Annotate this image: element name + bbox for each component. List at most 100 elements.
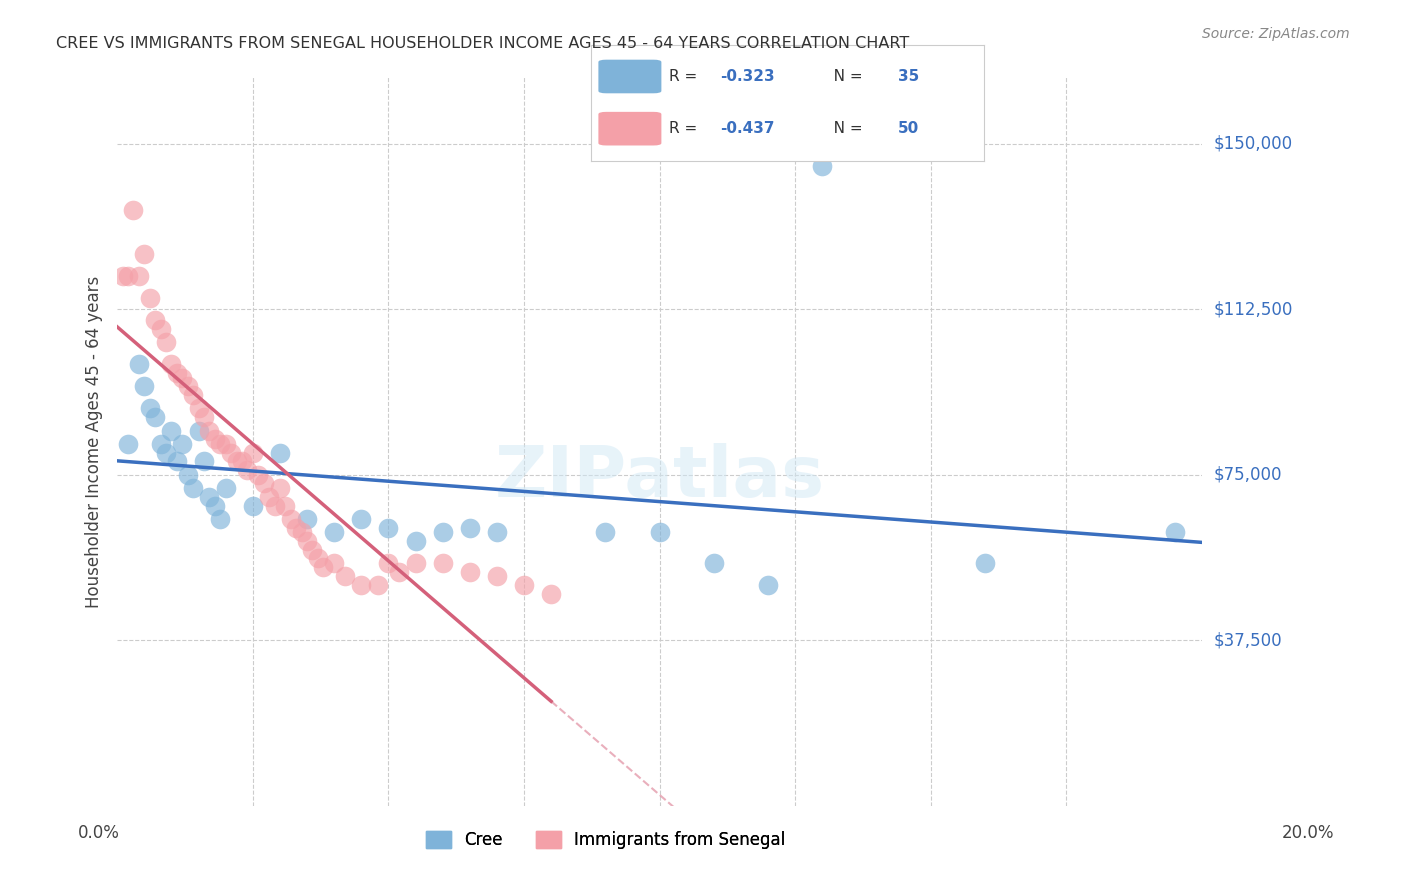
Text: 50: 50 <box>897 121 920 136</box>
Point <box>149 436 172 450</box>
Point <box>155 445 177 459</box>
Point <box>172 436 194 450</box>
Point <box>323 556 346 570</box>
Point <box>432 556 454 570</box>
Point <box>181 388 204 402</box>
Point <box>269 481 291 495</box>
Point <box>128 268 150 283</box>
Point <box>458 520 481 534</box>
Point <box>285 520 308 534</box>
Text: N =: N = <box>818 69 868 84</box>
Text: $112,500: $112,500 <box>1213 300 1292 318</box>
Legend: Cree, Immigrants from Senegal: Cree, Immigrants from Senegal <box>419 824 792 855</box>
Point <box>166 454 188 468</box>
Point <box>143 410 166 425</box>
Point <box>177 467 200 482</box>
Point <box>242 499 264 513</box>
Text: -0.323: -0.323 <box>720 69 775 84</box>
Point <box>257 490 280 504</box>
Text: ZIPatlas: ZIPatlas <box>495 443 825 512</box>
Point <box>204 433 226 447</box>
Point <box>350 512 373 526</box>
Point <box>122 202 145 217</box>
Point <box>253 476 276 491</box>
Point <box>181 481 204 495</box>
Text: R =: R = <box>669 121 703 136</box>
Text: R =: R = <box>669 69 703 84</box>
Point <box>295 512 318 526</box>
Point <box>1164 524 1187 539</box>
Point <box>405 556 427 570</box>
Point <box>134 247 156 261</box>
Point <box>215 436 238 450</box>
Text: 0.0%: 0.0% <box>77 824 120 842</box>
Point <box>350 578 373 592</box>
Point <box>231 454 253 468</box>
Point <box>111 268 134 283</box>
Point <box>458 565 481 579</box>
Point <box>432 524 454 539</box>
Point <box>703 556 725 570</box>
Point <box>756 578 779 592</box>
Point <box>149 322 172 336</box>
Text: $150,000: $150,000 <box>1213 135 1292 153</box>
Point <box>187 424 209 438</box>
Point <box>974 556 997 570</box>
Point <box>295 533 318 548</box>
Text: -0.437: -0.437 <box>720 121 775 136</box>
Point <box>193 454 215 468</box>
Text: $37,500: $37,500 <box>1213 632 1282 649</box>
Point <box>263 499 285 513</box>
Point <box>138 291 160 305</box>
Point <box>811 159 834 173</box>
Point <box>177 379 200 393</box>
Point <box>160 424 183 438</box>
Y-axis label: Householder Income Ages 45 - 64 years: Householder Income Ages 45 - 64 years <box>86 276 103 607</box>
Point <box>134 379 156 393</box>
Point <box>219 445 242 459</box>
Point <box>209 512 232 526</box>
Point <box>405 533 427 548</box>
Point <box>215 481 238 495</box>
FancyBboxPatch shape <box>599 112 661 145</box>
Point <box>204 499 226 513</box>
Point <box>377 520 399 534</box>
Point <box>160 357 183 371</box>
Point <box>323 524 346 539</box>
Point <box>166 366 188 380</box>
Text: Source: ZipAtlas.com: Source: ZipAtlas.com <box>1202 27 1350 41</box>
Point <box>155 335 177 350</box>
Point <box>247 467 270 482</box>
Point <box>128 357 150 371</box>
Point <box>485 524 508 539</box>
Text: $75,000: $75,000 <box>1213 466 1282 483</box>
Point <box>242 445 264 459</box>
Point <box>333 569 356 583</box>
Point <box>485 569 508 583</box>
Text: 35: 35 <box>897 69 920 84</box>
Point <box>307 551 329 566</box>
Point <box>301 542 323 557</box>
Point <box>172 370 194 384</box>
Point <box>377 556 399 570</box>
Point <box>198 424 221 438</box>
Point <box>540 587 562 601</box>
Point <box>595 524 617 539</box>
FancyBboxPatch shape <box>599 60 661 94</box>
Point <box>117 436 139 450</box>
Point <box>193 410 215 425</box>
Point <box>236 463 259 477</box>
Point <box>143 313 166 327</box>
Point <box>274 499 297 513</box>
Text: CREE VS IMMIGRANTS FROM SENEGAL HOUSEHOLDER INCOME AGES 45 - 64 YEARS CORRELATIO: CREE VS IMMIGRANTS FROM SENEGAL HOUSEHOL… <box>56 36 910 51</box>
Point <box>312 560 335 574</box>
Point <box>209 436 232 450</box>
Point <box>648 524 671 539</box>
Point <box>269 445 291 459</box>
Point <box>291 524 314 539</box>
Point <box>198 490 221 504</box>
Point <box>388 565 411 579</box>
Point <box>225 454 247 468</box>
Point <box>367 578 389 592</box>
Text: N =: N = <box>818 121 868 136</box>
